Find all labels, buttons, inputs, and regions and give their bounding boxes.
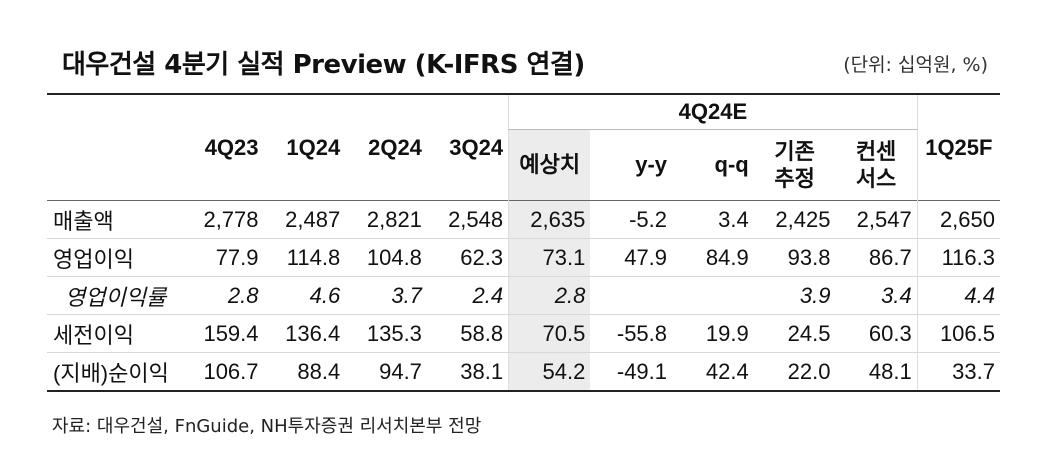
table-cell: 114.8 (263, 238, 346, 277)
table-cell: 2,547 (835, 200, 918, 239)
table-cell: 2,821 (345, 200, 427, 239)
table-cell: 3.4 (672, 200, 754, 239)
table-cell: 4.6 (263, 276, 346, 315)
table-cell: 2.8 (508, 276, 591, 315)
header-prior-estimate: 기존 추정 (774, 138, 815, 192)
table-cell: 104.8 (345, 238, 427, 277)
table-cell: 93.8 (753, 238, 836, 277)
header-1q25f: 1Q25F (916, 94, 1000, 201)
table-cell: 60.3 (835, 314, 918, 353)
table-cell: 84.9 (672, 238, 754, 277)
header-4q23: 4Q23 (204, 134, 259, 160)
table-row: 영업이익률 2.8 4.6 3.7 2.4 2.8 3.9 3.4 4.4 (47, 276, 1000, 315)
table-cell: 22.0 (753, 352, 836, 392)
table-cell: 3.9 (753, 276, 836, 315)
table-cell: -55.8 (590, 314, 673, 353)
row-label: 영업이익 (47, 238, 182, 277)
table-row: 영업이익 77.9 114.8 104.8 62.3 73.1 47.9 84.9 93.8 86… (47, 238, 1000, 277)
table-cell (590, 276, 673, 315)
table-cell: 48.1 (835, 352, 918, 392)
table-cell: 2,425 (753, 200, 836, 239)
table-cell: 4.4 (916, 276, 1000, 315)
source-note: 자료: 대우건설, FnGuide, NH투자증권 리서치본부 전망 (52, 416, 482, 437)
table-cell: 33.7 (916, 352, 1000, 392)
table-cell: 2,650 (916, 200, 1000, 239)
table-cell: 58.8 (426, 314, 509, 353)
table-row: 세전이익 159.4 136.4 135.3 58.8 70.5 -55.8 19.9 24.5… (47, 314, 1000, 353)
table-cell: 2,778 (181, 200, 264, 239)
table-cell: 106.7 (181, 352, 264, 392)
table-cell: 73.1 (508, 238, 591, 277)
table-cell (672, 276, 754, 315)
table-cell: 24.5 (753, 314, 836, 353)
table-cell: 38.1 (426, 352, 509, 392)
table-cell: 2.8 (181, 276, 264, 315)
table-cell: 19.9 (672, 314, 754, 353)
header-3q24: 3Q24 (449, 134, 504, 160)
table-cell: 116.3 (916, 238, 1000, 277)
row-label: 매출액 (47, 200, 182, 239)
header-yy: y-y (635, 152, 668, 178)
table-cell: 3.4 (835, 276, 918, 315)
table-row: 매출액 2,778 2,487 2,821 2,548 2,635 -5.2 3.4 2,425… (47, 200, 1000, 239)
table-cell: 3.7 (345, 276, 427, 315)
row-label: 영업이익률 (47, 276, 182, 315)
table-cell: 70.5 (508, 314, 591, 353)
table-cell: 135.3 (345, 314, 427, 353)
header-estimate: 예상치 (508, 129, 591, 201)
table-cell: 42.4 (672, 352, 754, 392)
table-cell: 136.4 (263, 314, 346, 353)
table-cell: -49.1 (590, 352, 673, 392)
table-cell: 77.9 (181, 238, 264, 277)
table-cell: 54.2 (508, 352, 591, 392)
unit-note: (단위: 십억원, %) (843, 54, 988, 76)
header-4q24e-group: 4Q24E (508, 94, 918, 130)
table-cell: 2,548 (426, 200, 509, 239)
header-2q24: 2Q24 (368, 134, 422, 160)
table-cell: -5.2 (590, 200, 673, 239)
table-cell: 2.4 (426, 276, 509, 315)
table-cell: 88.4 (263, 352, 346, 392)
table-title: 대우건설 4분기 실적 Preview (K-IFRS 연결) (62, 50, 585, 80)
row-label: 세전이익 (47, 314, 182, 353)
header-1q24: 1Q24 (286, 134, 341, 160)
table-cell: 159.4 (181, 314, 264, 353)
table-cell: 2,635 (508, 200, 591, 239)
table-cell: 106.5 (916, 314, 1000, 353)
table-cell: 2,487 (263, 200, 346, 239)
table-cell: 86.7 (835, 238, 918, 277)
table-cell: 94.7 (345, 352, 427, 392)
header-consensus: 컨센 서스 (855, 138, 897, 192)
row-label: (지배)순이익 (47, 352, 182, 392)
table-row: (지배)순이익 106.7 88.4 94.7 38.1 54.2 -49.1 42.4 22.… (47, 352, 1000, 392)
header-blank (47, 94, 182, 201)
header-qq: q-q (714, 152, 749, 178)
table-cell: 62.3 (426, 238, 509, 277)
table-cell: 47.9 (590, 238, 673, 277)
earnings-preview-table: 4Q23 1Q24 2Q24 3Q24 4Q24E 1Q25F 예상치 y-y … (47, 93, 1000, 392)
